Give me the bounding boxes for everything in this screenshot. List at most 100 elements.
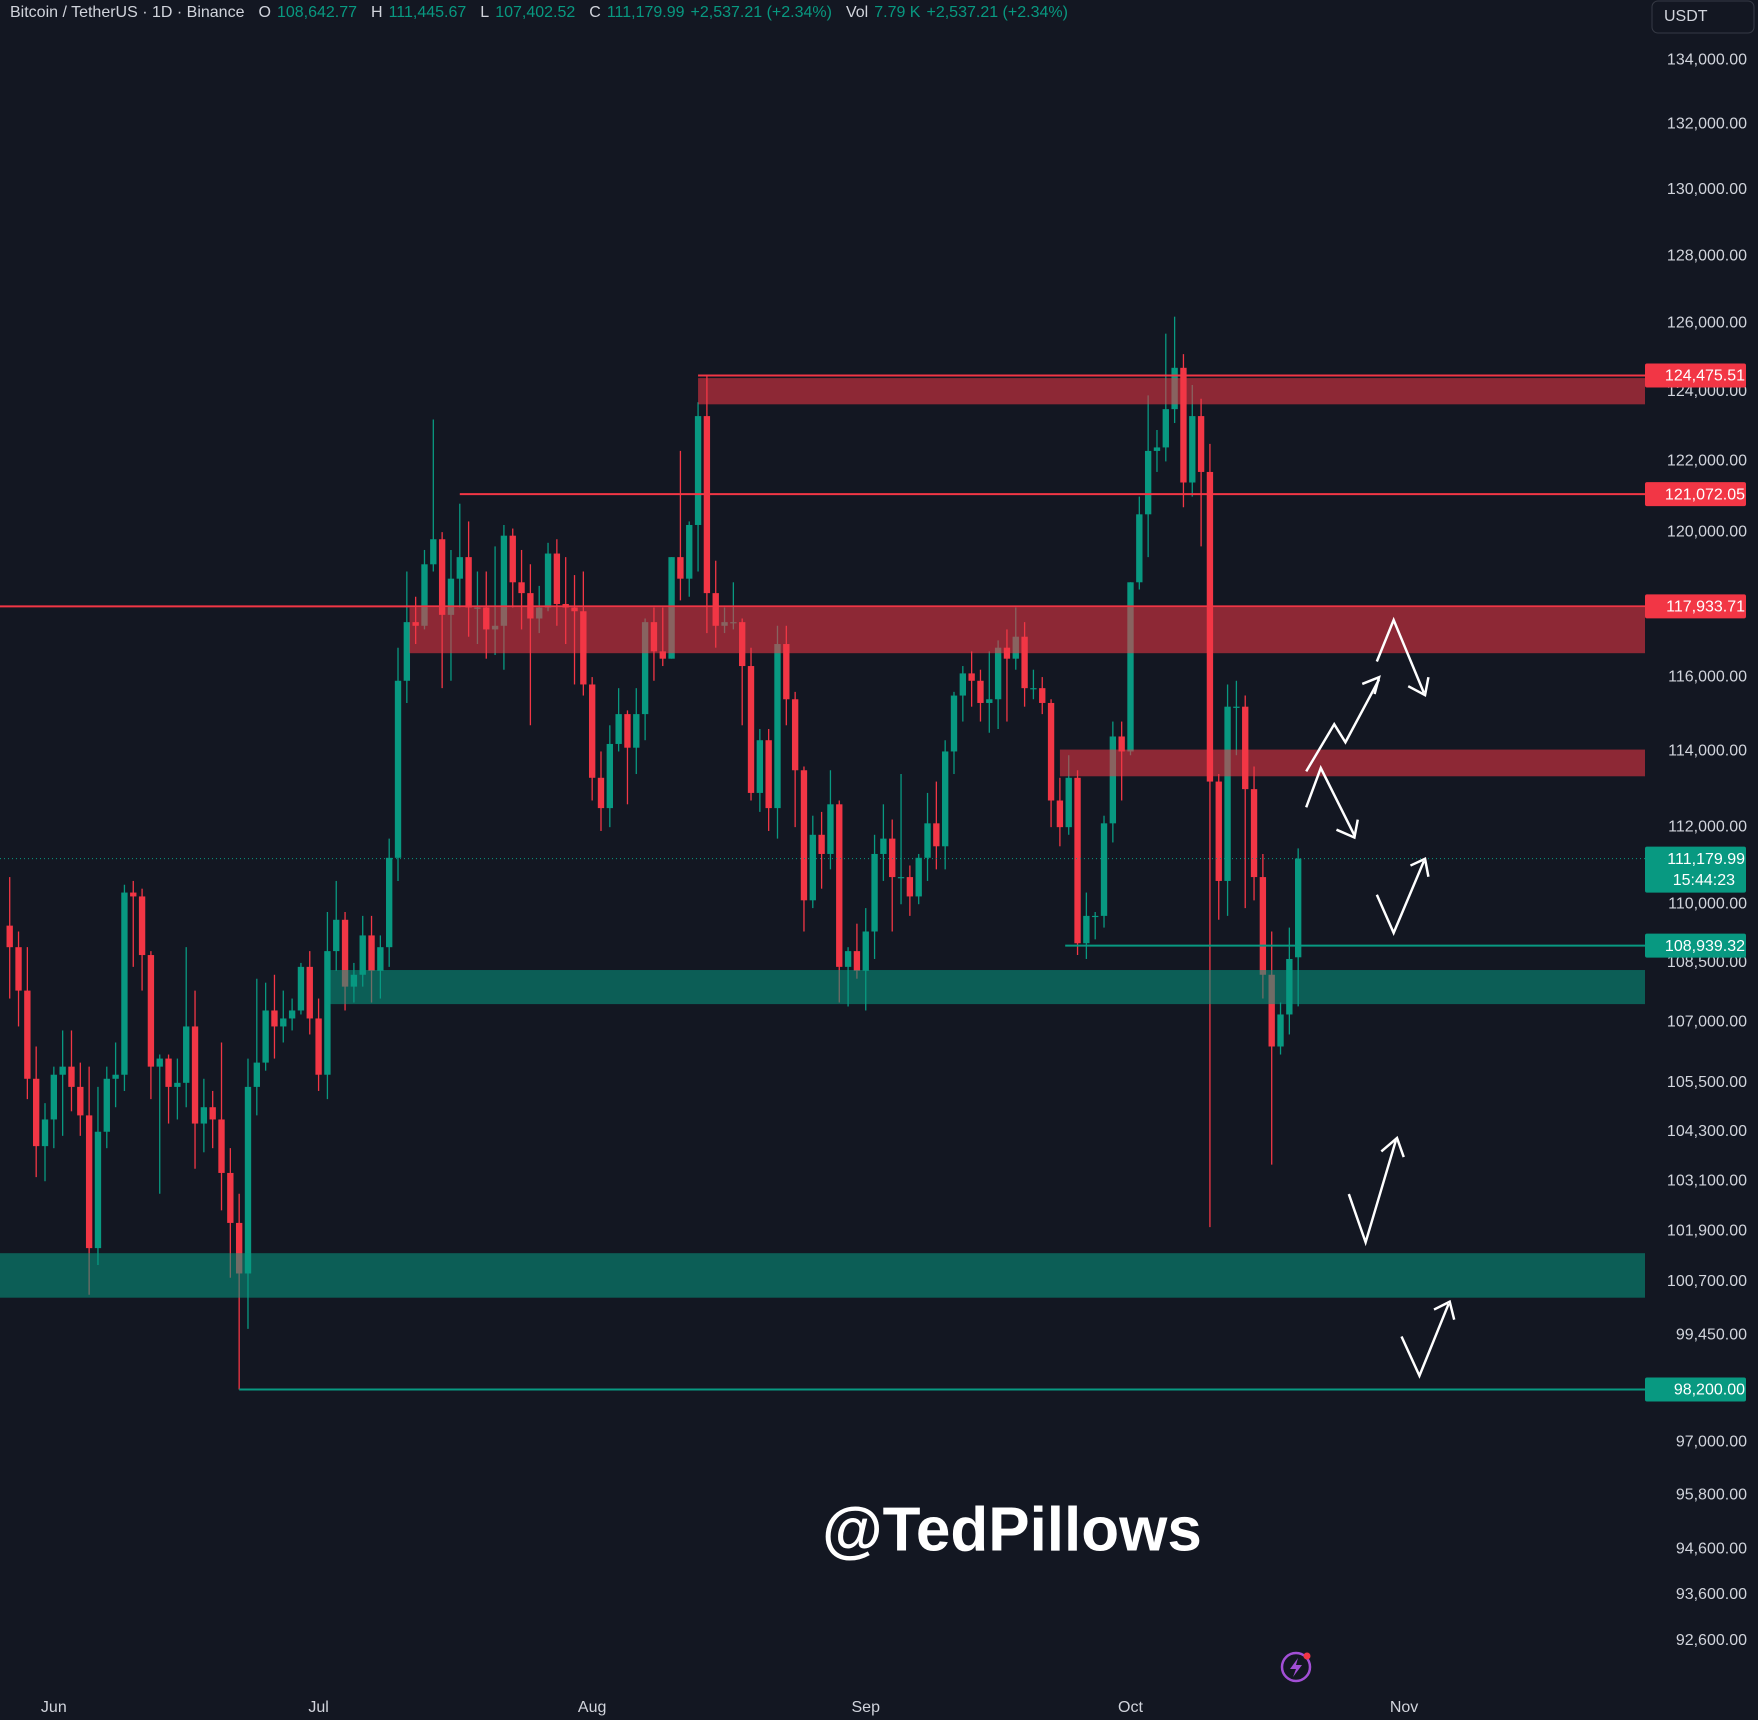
unit-box[interactable] [1651, 0, 1755, 34]
candle-body [1030, 688, 1037, 690]
candle-body [924, 823, 931, 858]
candle-body [1047, 702, 1055, 801]
candle-body [844, 951, 852, 967]
candle-body [641, 622, 649, 715]
price-label: 98,200.00 [1674, 1382, 1745, 1399]
candle-body [588, 684, 596, 778]
volume: 7.79 K [874, 4, 921, 21]
candle-body [800, 770, 808, 901]
arrow [1375, 860, 1426, 936]
arrowhead [1335, 819, 1359, 840]
candle-body [271, 1010, 278, 1027]
x-tick-label: Sep [852, 1699, 881, 1716]
lightning-icon [1280, 1651, 1312, 1683]
candle-body [871, 853, 878, 932]
candle-body [1100, 823, 1108, 916]
price-label-box [1645, 1377, 1746, 1402]
zone [325, 970, 1645, 1005]
candle-body [1109, 736, 1117, 824]
y-tick-label: 104,300.00 [1667, 1123, 1747, 1140]
candle-body [1127, 582, 1134, 752]
x-tick-label: Oct [1118, 1699, 1143, 1716]
candle-body [103, 1078, 110, 1132]
y-tick-label: 105,500.00 [1667, 1074, 1747, 1091]
candle-body [112, 1074, 119, 1079]
price-label: 108,939.32 [1665, 938, 1745, 955]
candle-body [1259, 877, 1267, 975]
candle-body [227, 1172, 234, 1223]
candle-body [853, 951, 861, 971]
candle-body [262, 1010, 269, 1063]
arrowhead [1380, 1135, 1405, 1158]
candle-body [986, 699, 993, 703]
zone [698, 378, 1645, 405]
candle-body [41, 1119, 49, 1147]
candle-body [315, 1018, 322, 1075]
candle-body [1268, 974, 1275, 1047]
candle-body [703, 416, 711, 594]
candle-body [897, 877, 905, 879]
symbol: Bitcoin / TetherUS · 1D · Binance [10, 4, 245, 21]
candle-body [297, 966, 305, 1011]
arrow [1305, 678, 1381, 773]
candle-body [121, 892, 128, 1075]
candle-body [977, 680, 984, 703]
lines [0, 374, 1645, 1391]
legend: Bitcoin / TetherUS · 1D · Binance O 108,6… [10, 4, 1068, 22]
y-tick-label: 99,450.00 [1676, 1327, 1747, 1344]
candle-body [324, 951, 331, 1075]
candle-body [288, 1010, 296, 1019]
candle-body [1215, 781, 1222, 881]
candle-body [377, 947, 384, 971]
candle-body [1144, 450, 1152, 515]
y-tick-label: 101,900.00 [1667, 1223, 1747, 1240]
candle-body [174, 1082, 181, 1087]
candle-body [421, 564, 428, 626]
candle-body [218, 1119, 225, 1173]
ohlc-key: L [480, 4, 490, 21]
candle-body [553, 553, 561, 604]
candle-body [1003, 647, 1011, 659]
candle-body [889, 838, 896, 878]
x-tick-label: Nov [1390, 1699, 1418, 1716]
candle-body [183, 1026, 190, 1083]
candle-body [333, 919, 340, 952]
candle-body [33, 1078, 40, 1147]
candle-body [1136, 514, 1143, 583]
x-tick-label: Jun [41, 1699, 67, 1716]
ohlc-value: 111,445.67 [388, 4, 467, 21]
y-tick-label: 108,500.00 [1667, 954, 1747, 971]
y-tick-label: 134,000.00 [1667, 51, 1747, 68]
last-price-label: 111,179.99 [1667, 851, 1745, 868]
candle-body [465, 557, 472, 608]
y-tick-label: 93,600.00 [1676, 1586, 1747, 1603]
candle-body [994, 647, 1002, 700]
zone [1059, 749, 1645, 777]
candle-body [1294, 858, 1302, 958]
ohlc-key: C [589, 4, 601, 21]
candle-body [633, 714, 640, 748]
candle-body [968, 673, 975, 681]
candle-body [386, 857, 393, 948]
candle-body [1065, 777, 1072, 828]
price-label: 121,072.05 [1665, 486, 1745, 503]
candle-body [774, 644, 781, 809]
icon-ring [1280, 1651, 1312, 1683]
ohlc-key: O [258, 4, 271, 21]
arrow [1305, 764, 1356, 836]
candle-body [1083, 915, 1090, 944]
ohlc-value: 107,402.52 [495, 4, 576, 21]
candle-body [156, 1058, 163, 1067]
candle-body [606, 743, 613, 809]
zones [0, 378, 1645, 1298]
candle-body [1224, 706, 1231, 881]
arrow [1375, 616, 1426, 694]
y-tick-label: 95,800.00 [1676, 1487, 1747, 1504]
candle-body [941, 751, 949, 847]
candle-body [447, 578, 455, 615]
ohlc-value: 108,642.77 [276, 4, 358, 21]
y-tick-label: 132,000.00 [1667, 116, 1747, 133]
arrow [1400, 1303, 1450, 1379]
axis-unit[interactable]: USDT [1664, 8, 1708, 25]
candle-body [915, 857, 922, 897]
